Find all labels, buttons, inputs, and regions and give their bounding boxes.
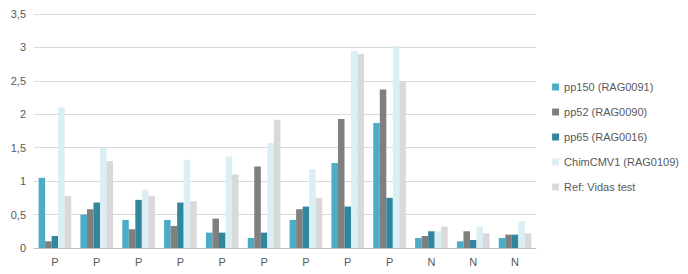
svg-text:P: P	[135, 256, 142, 268]
svg-text:P: P	[93, 256, 100, 268]
svg-text:P: P	[302, 256, 309, 268]
svg-text:1,5: 1,5	[11, 142, 26, 154]
svg-text:P: P	[219, 256, 226, 268]
svg-text:0: 0	[20, 242, 26, 254]
svg-text:P: P	[344, 256, 351, 268]
svg-text:P: P	[177, 256, 184, 268]
svg-text:P: P	[260, 256, 267, 268]
svg-text:N: N	[469, 256, 477, 268]
svg-text:N: N	[511, 256, 519, 268]
svg-text:P: P	[51, 256, 58, 268]
svg-text:3,5: 3,5	[11, 8, 26, 20]
svg-text:2,5: 2,5	[11, 75, 26, 87]
svg-text:1: 1	[20, 175, 26, 187]
svg-text:pp52 (RAG0090): pp52 (RAG0090)	[564, 106, 647, 118]
svg-text:2: 2	[20, 108, 26, 120]
svg-text:Ref: Vidas test: Ref: Vidas test	[564, 181, 635, 193]
svg-text:3: 3	[20, 41, 26, 53]
svg-text:P: P	[386, 256, 393, 268]
svg-text:0,5: 0,5	[11, 209, 26, 221]
svg-text:ChimCMV1 (RAG0109): ChimCMV1 (RAG0109)	[564, 156, 679, 168]
svg-text:pp150 (RAG0091): pp150 (RAG0091)	[564, 81, 653, 93]
svg-text:pp65 (RAG0016): pp65 (RAG0016)	[564, 131, 647, 143]
svg-text:N: N	[427, 256, 435, 268]
